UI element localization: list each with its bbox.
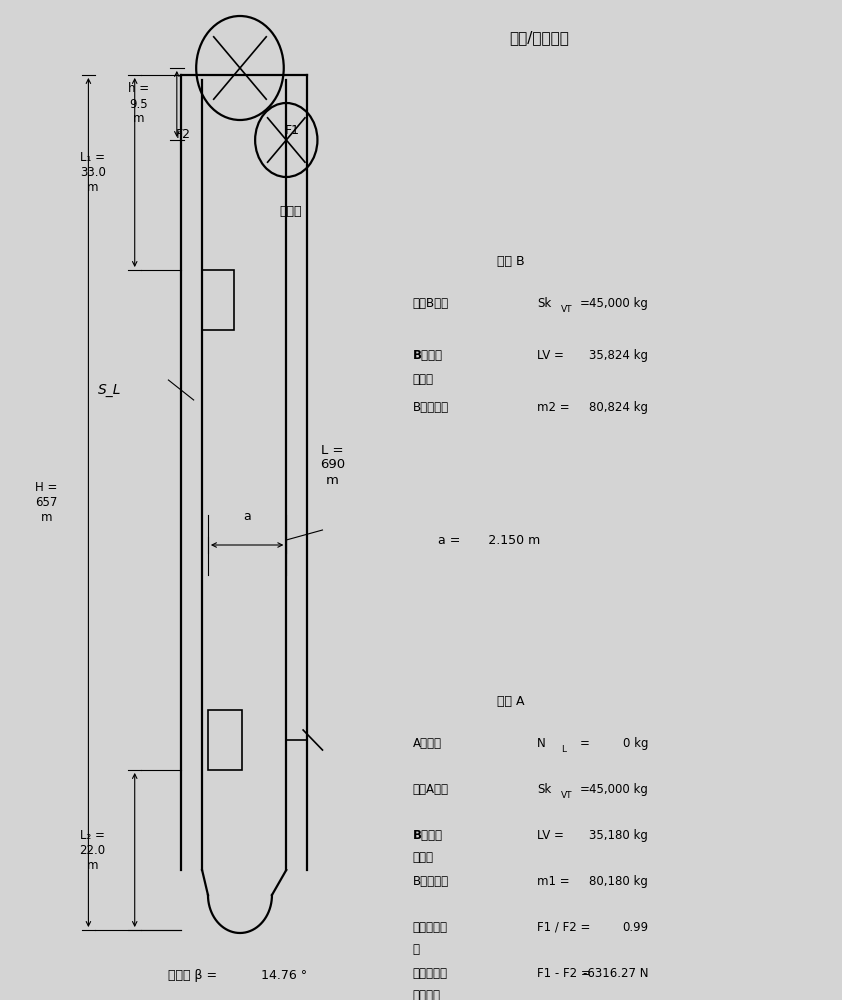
Text: 45,000 kg: 45,000 kg: [589, 783, 648, 796]
Text: a: a: [243, 510, 251, 523]
Text: 罐笼B质量: 罐笼B质量: [413, 297, 449, 310]
Text: 容器 B: 容器 B: [497, 255, 525, 268]
Text: 45,000 kg: 45,000 kg: [589, 297, 648, 310]
Text: 不平衡力（: 不平衡力（: [413, 967, 448, 980]
Text: =: =: [579, 737, 589, 750]
Text: L₁ =
33.0
m: L₁ = 33.0 m: [80, 151, 105, 194]
Text: m1 =: m1 =: [537, 875, 570, 888]
Text: a =       2.150 m: a = 2.150 m: [438, 534, 540, 546]
Text: m2 =: m2 =: [537, 401, 570, 414]
Text: B侧钢丝: B侧钢丝: [413, 349, 443, 362]
Text: -6316.27 N: -6316.27 N: [583, 967, 648, 980]
Text: VT: VT: [561, 791, 573, 800]
Text: 罐笼A质量: 罐笼A质量: [413, 783, 449, 796]
Text: Sk: Sk: [537, 783, 552, 796]
Text: A中载荷: A中载荷: [413, 737, 441, 750]
Text: B侧钢丝: B侧钢丝: [413, 829, 443, 842]
Text: 绳质量: 绳质量: [413, 373, 434, 386]
Text: F2: F2: [176, 128, 191, 141]
Text: 35,180 kg: 35,180 kg: [589, 829, 648, 842]
Text: 0 kg: 0 kg: [623, 737, 648, 750]
Text: 张力差）: 张力差）: [413, 989, 440, 1000]
Text: Sk: Sk: [537, 297, 552, 310]
Text: 导向轮: 导向轮: [280, 205, 301, 218]
Text: 容器 A: 容器 A: [497, 695, 525, 708]
Text: B侧重质量: B侧重质量: [413, 875, 449, 888]
Text: 80,824 kg: 80,824 kg: [589, 401, 648, 414]
Bar: [202, 270, 234, 330]
Text: F1 - F2 =: F1 - F2 =: [537, 967, 591, 980]
Text: 80,180 kg: 80,180 kg: [589, 875, 648, 888]
Bar: [208, 710, 242, 770]
Text: B侧重质量: B侧重质量: [413, 401, 449, 414]
Text: L₂ =
22.0
m: L₂ = 22.0 m: [79, 829, 106, 872]
Text: F1 / F2 =: F1 / F2 =: [537, 921, 590, 934]
Text: VT: VT: [561, 305, 573, 314]
Text: LV =: LV =: [537, 829, 564, 842]
Text: S_L: S_L: [98, 383, 121, 397]
Text: 35,824 kg: 35,824 kg: [589, 349, 648, 362]
Text: 导向角 β =           14.76 °: 导向角 β = 14.76 °: [168, 968, 307, 982]
Text: H =
657
m: H = 657 m: [35, 481, 57, 524]
Text: =: =: [579, 783, 589, 796]
Text: =: =: [579, 297, 589, 310]
Text: 0.99: 0.99: [622, 921, 648, 934]
Text: N: N: [537, 737, 546, 750]
Text: LV =: LV =: [537, 349, 564, 362]
Text: 绳质量: 绳质量: [413, 851, 434, 864]
Text: 比: 比: [413, 943, 419, 956]
Text: L =
690
m: L = 690 m: [320, 444, 345, 487]
Text: h =
9.5
m: h = 9.5 m: [128, 83, 150, 125]
Text: 矿石/物料提升: 矿石/物料提升: [509, 30, 569, 45]
Text: 静态绳张力: 静态绳张力: [413, 921, 448, 934]
Text: F1: F1: [285, 123, 300, 136]
Text: L: L: [561, 745, 566, 754]
